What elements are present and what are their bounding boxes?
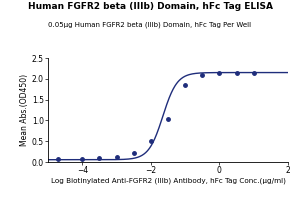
Text: 0.05μg Human FGFR2 beta (IIIb) Domain, hFc Tag Per Well: 0.05μg Human FGFR2 beta (IIIb) Domain, h… xyxy=(48,22,252,28)
Text: Human FGFR2 beta (IIIb) Domain, hFc Tag ELISA: Human FGFR2 beta (IIIb) Domain, hFc Tag … xyxy=(28,2,272,11)
Y-axis label: Mean Abs.(OD450): Mean Abs.(OD450) xyxy=(20,74,29,146)
X-axis label: Log Biotinylated Anti-FGFR2 (IIIb) Antibody, hFc Tag Conc.(μg/ml): Log Biotinylated Anti-FGFR2 (IIIb) Antib… xyxy=(51,178,285,184)
